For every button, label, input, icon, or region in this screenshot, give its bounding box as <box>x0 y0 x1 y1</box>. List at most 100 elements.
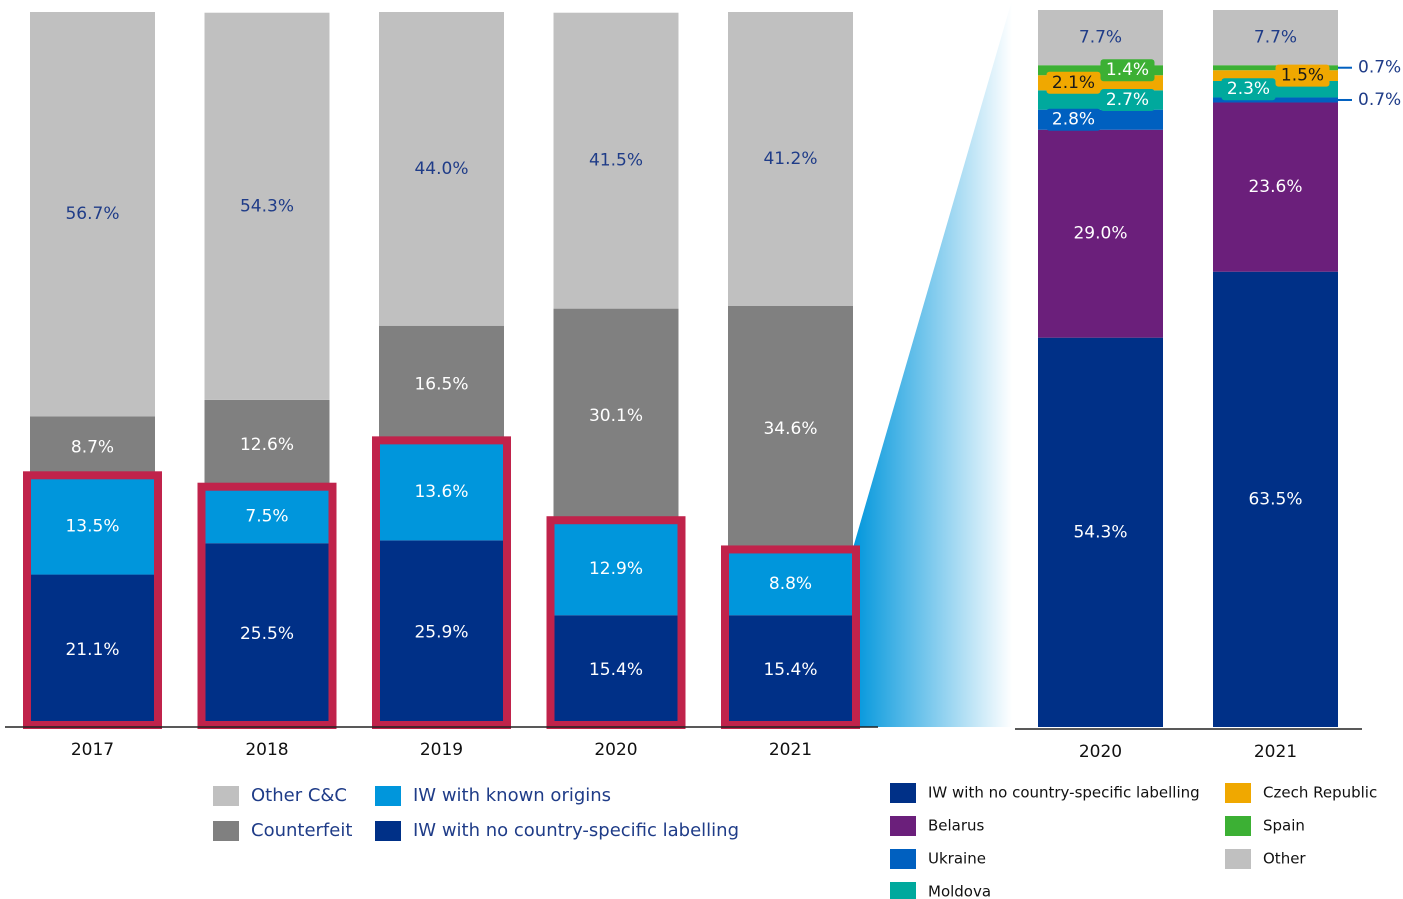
value-label: 23.6% <box>1248 177 1302 197</box>
x-tick-label: 2020 <box>1079 742 1122 762</box>
legend-swatch <box>890 849 916 869</box>
value-label: 0.7% <box>1358 90 1401 110</box>
legend-swatch <box>890 783 916 803</box>
bar-segment <box>1213 271 1338 727</box>
bar-segment <box>553 308 679 524</box>
value-label: 54.3% <box>240 196 294 216</box>
legend-swatch <box>890 882 916 899</box>
x-tick-label: 2021 <box>1254 742 1297 762</box>
legend-swatch <box>375 786 401 806</box>
legend-label: Other C&C <box>251 785 347 806</box>
value-label: 29.0% <box>1073 224 1127 244</box>
value-label: 63.5% <box>1248 489 1302 509</box>
value-label: 2.3% <box>1227 79 1270 99</box>
value-label: 2.1% <box>1052 73 1095 93</box>
bar-segment <box>1213 10 1338 66</box>
value-label-box <box>1100 88 1155 111</box>
value-label: 41.2% <box>763 149 817 169</box>
bar-segment <box>30 416 155 479</box>
value-label: 2.7% <box>1106 90 1149 110</box>
value-label: 54.3% <box>1073 522 1127 542</box>
value-label: 34.6% <box>763 419 817 439</box>
value-label: 7.5% <box>245 506 288 526</box>
highlight-box <box>546 516 686 730</box>
bar-segment <box>204 12 330 400</box>
bar-segment <box>30 478 155 575</box>
value-label: 15.4% <box>589 660 643 680</box>
bar-segment <box>379 325 504 444</box>
legend-label: Spain <box>1263 817 1305 835</box>
bar-segment <box>728 12 853 306</box>
value-label: 13.5% <box>65 516 119 536</box>
legend-label: Moldova <box>928 883 991 899</box>
legend-swatch <box>1225 783 1251 803</box>
bar-segment <box>728 615 853 725</box>
x-tick-label: 2017 <box>71 740 114 760</box>
bar-segment <box>1038 10 1163 66</box>
value-label: 25.5% <box>240 624 294 644</box>
value-label: 7.7% <box>1079 28 1122 48</box>
value-label-box <box>1275 64 1330 87</box>
bar-segment <box>379 540 504 725</box>
legend-swatch <box>1225 816 1251 836</box>
value-label: 7.7% <box>1254 28 1297 48</box>
legend-label: IW with no country-specific labelling <box>928 784 1200 802</box>
value-label: 41.5% <box>589 151 643 171</box>
value-label: 1.5% <box>1281 66 1324 86</box>
legend-label: IW with no country-specific labelling <box>413 820 739 841</box>
x-tick-label: 2020 <box>594 740 637 760</box>
value-label: 8.7% <box>71 437 114 457</box>
highlight-box <box>372 436 511 729</box>
value-label: 1.4% <box>1106 60 1149 80</box>
legend-swatch <box>890 816 916 836</box>
value-label: 2.8% <box>1052 110 1095 130</box>
bar-segment <box>553 12 679 309</box>
bar-segment <box>553 523 679 616</box>
bar-segment <box>553 615 679 725</box>
bar-segment <box>1213 102 1338 272</box>
legend-swatch <box>213 821 239 841</box>
legend-label: Other <box>1263 850 1306 868</box>
value-label: 56.7% <box>65 204 119 224</box>
bar-segment <box>30 574 155 725</box>
legend-swatch <box>375 821 401 841</box>
value-label: 12.9% <box>589 559 643 579</box>
legend-label: Czech Republic <box>1263 784 1377 802</box>
bar-segment <box>204 399 330 490</box>
bar-segment <box>728 552 853 616</box>
value-label: 16.5% <box>414 375 468 395</box>
value-label: 0.7% <box>1358 58 1401 78</box>
value-label-box <box>1046 71 1101 94</box>
highlight-box <box>721 545 860 729</box>
legend-swatch <box>213 786 239 806</box>
bar-segment <box>379 443 504 541</box>
value-label: 21.1% <box>65 640 119 660</box>
legend-label: Counterfeit <box>251 820 352 841</box>
value-label: 12.6% <box>240 435 294 455</box>
x-tick-label: 2018 <box>245 740 288 760</box>
legend-label: Belarus <box>928 817 985 835</box>
bar-segment <box>204 543 330 725</box>
value-label: 13.6% <box>414 482 468 502</box>
highlight-box <box>23 471 162 729</box>
legend-label: Ukraine <box>928 850 986 868</box>
value-label: 8.8% <box>769 574 812 594</box>
bar-segment <box>1213 97 1338 103</box>
bar-segment <box>379 12 504 326</box>
x-tick-label: 2021 <box>769 740 812 760</box>
bar-segment <box>30 12 155 417</box>
bar-segment <box>1038 129 1163 338</box>
highlight-box <box>197 482 337 729</box>
value-label-box <box>1046 108 1101 131</box>
legend-label: IW with known origins <box>413 785 611 806</box>
value-label: 44.0% <box>414 159 468 179</box>
legend-swatch <box>1225 849 1251 869</box>
bar-segment <box>204 489 330 544</box>
bar-segment <box>728 305 853 553</box>
value-label-box <box>1100 59 1155 82</box>
value-label-box <box>1221 78 1276 101</box>
x-tick-label: 2019 <box>420 740 463 760</box>
value-label: 25.9% <box>414 623 468 643</box>
zoom-wedge <box>853 0 1012 727</box>
